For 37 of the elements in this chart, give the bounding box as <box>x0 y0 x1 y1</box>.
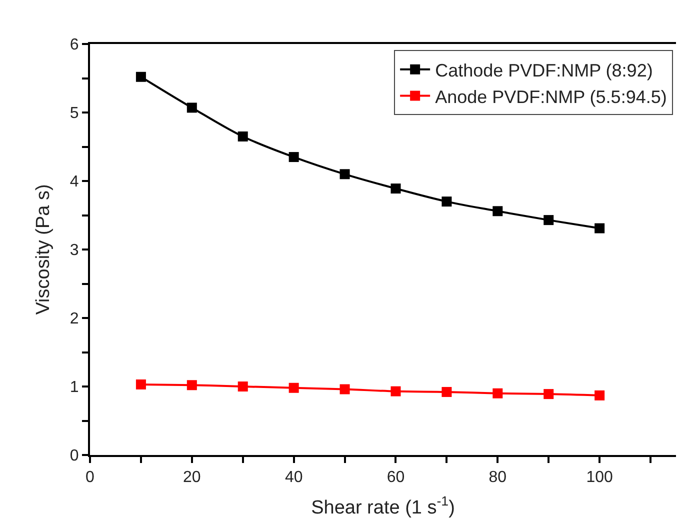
x-tick-label: 100 <box>586 469 614 486</box>
point <box>594 390 605 400</box>
point <box>340 169 350 180</box>
y-tick-label: 0 <box>70 448 79 465</box>
point <box>238 382 248 392</box>
point <box>594 223 605 234</box>
y-tick-label: 6 <box>70 36 79 54</box>
y-tick-label: 2 <box>70 310 79 328</box>
point <box>390 184 401 194</box>
point <box>492 206 503 216</box>
point <box>544 389 554 400</box>
x-tick-label: 40 <box>284 469 303 486</box>
point <box>442 386 452 397</box>
x-tick-label: 60 <box>386 469 405 486</box>
y-tick-label: 1 <box>70 379 79 396</box>
x-axis-title: Shear rate (1 s$^{-1}$) <box>311 494 455 518</box>
point <box>288 152 299 162</box>
x-tick-label: 20 <box>183 469 201 486</box>
y-tick-label: 3 <box>70 242 79 260</box>
x-tick-label: 0 <box>86 469 95 486</box>
legend-label: Anode PVDF:NMP (5.5:94.5) <box>435 86 667 107</box>
point <box>544 215 554 226</box>
y-axis-title: Viscosity (Pa s) <box>33 184 54 315</box>
point <box>136 72 146 82</box>
x-tick-label: 80 <box>488 469 507 486</box>
point <box>288 382 299 393</box>
y-tick-label: 4 <box>70 174 79 191</box>
point <box>186 102 197 113</box>
point <box>340 384 350 394</box>
point <box>238 131 248 142</box>
point <box>186 380 197 390</box>
point <box>390 386 401 396</box>
point <box>492 388 503 398</box>
point <box>442 196 452 207</box>
point <box>136 379 146 390</box>
legend-label: Cathode PVDF:NMP (8:92) <box>435 60 653 80</box>
y-tick-label: 5 <box>70 105 79 122</box>
